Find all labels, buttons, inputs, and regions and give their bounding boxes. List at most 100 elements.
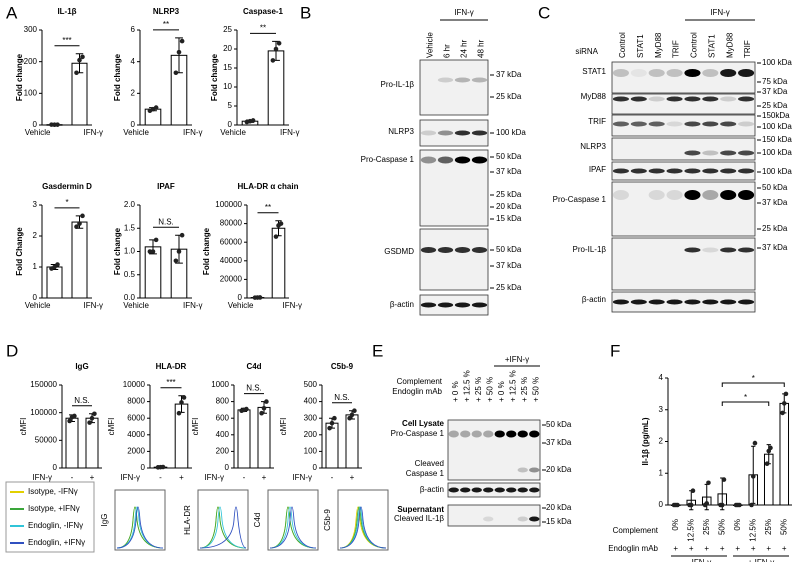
x-tick-label: Vehicle (220, 128, 246, 137)
significance: * (752, 374, 755, 383)
treatment-label: IFN-γ (710, 8, 730, 17)
endoglin-mark: + (673, 544, 678, 553)
histogram-curve (339, 506, 387, 549)
y-tick-label: 400 (216, 430, 230, 439)
y-tick-label: 0 (225, 463, 230, 472)
row-label: Caspase 1 (406, 469, 445, 478)
row-label: Pro-Caspase 1 (361, 155, 415, 164)
bar (71, 221, 88, 299)
data-point (783, 391, 789, 397)
blot-band (471, 130, 488, 136)
data-point (257, 295, 263, 300)
blot-band (720, 299, 737, 305)
blot-band (630, 96, 647, 102)
legend-label: Endoglin, +IFNγ (28, 538, 85, 547)
blot-band (448, 430, 459, 438)
panel-label: D (6, 341, 18, 360)
y-tick-label: 10 (223, 82, 232, 91)
bar (779, 402, 790, 506)
blot-band (460, 430, 471, 438)
blot-band (666, 190, 683, 200)
y-tick-label: 4 (131, 57, 136, 66)
blot-band (448, 487, 459, 493)
blot-band (684, 247, 701, 253)
x-tick-label: IFN-γ (84, 301, 104, 310)
row-header: Endoglin mAb (392, 387, 442, 396)
blot-band (684, 121, 701, 127)
y-tick-label: 0 (313, 463, 318, 472)
data-point (278, 221, 284, 226)
data-point (55, 122, 60, 127)
histogram-box (197, 489, 249, 551)
endoglin-mark: + (735, 544, 740, 553)
data-point (87, 420, 92, 425)
lane-label: MyD88 (725, 32, 734, 58)
y-tick-label: 20 (223, 44, 232, 53)
blot-band (702, 150, 719, 156)
row-label: Pro-IL-1β (381, 80, 415, 89)
y-tick-label: 0 (238, 293, 243, 302)
data-point (704, 501, 710, 506)
bar (325, 422, 339, 469)
blot-band (483, 487, 494, 493)
row-label: Cleaved (415, 459, 444, 468)
endoglin-mark: + (720, 544, 725, 553)
histogram-curve (116, 506, 164, 549)
x-tick-label: 12.5% (686, 519, 695, 542)
x-tick-label: 50% (717, 519, 726, 535)
blot-band (720, 96, 737, 102)
chart-title: Gasdermin D (42, 182, 92, 191)
y-tick-label: 100000 (30, 408, 57, 417)
blot-band (684, 96, 701, 102)
panel-label: C (538, 3, 550, 22)
marker-label: 150kDa (762, 111, 790, 120)
x-tick-label: Vehicle (123, 301, 149, 310)
blot-band (666, 299, 683, 305)
blot-band (517, 487, 528, 493)
section-label: Cell Lysate (402, 419, 444, 428)
blot-band (648, 190, 665, 200)
data-point (176, 249, 182, 254)
y-tick-label: 100 (24, 88, 38, 97)
y-tick-label: 40000 (220, 256, 243, 265)
bar (46, 266, 63, 299)
row-label: Cleaved IL-1β (394, 514, 444, 523)
y-axis-label: Fold change (113, 53, 122, 101)
data-point (781, 401, 787, 406)
blot-band (666, 69, 683, 77)
data-point (89, 415, 95, 421)
blot-band (630, 69, 647, 77)
blot-band (517, 467, 528, 473)
y-tick-label: 4 (659, 373, 664, 382)
y-tick-label: 500 (304, 380, 318, 389)
data-point (77, 221, 82, 226)
y-tick-label: 2 (33, 231, 38, 240)
blot-band (738, 69, 755, 77)
data-point (92, 411, 97, 417)
row-label: β-actin (582, 295, 606, 304)
blot-panel (611, 291, 756, 313)
y-tick-label: 0 (53, 463, 58, 472)
blot-band (494, 487, 505, 493)
blot-band (612, 168, 629, 174)
blot-band (648, 168, 665, 174)
histogram-curve (269, 506, 317, 549)
marker-label: 15 kDa (546, 517, 572, 526)
x-axis-label: IFN-γ (292, 473, 312, 482)
data-point (74, 70, 79, 76)
data-point (270, 58, 276, 63)
section-label: Supernatant (397, 505, 444, 514)
significance: *** (166, 378, 175, 387)
y-tick-label: 8000 (127, 397, 145, 406)
bar (144, 246, 162, 299)
sig-bracket (721, 382, 785, 387)
bar (237, 409, 251, 469)
marker-label: 100 kDa (762, 122, 792, 131)
y-tick-label: 400 (304, 397, 318, 406)
row-label: GSDMD (384, 247, 414, 256)
data-point (352, 408, 357, 414)
blot-panel (611, 93, 756, 115)
marker-label: 100 kDa (762, 167, 792, 176)
marker-label: 25 kDa (762, 224, 788, 233)
data-point (737, 502, 742, 508)
